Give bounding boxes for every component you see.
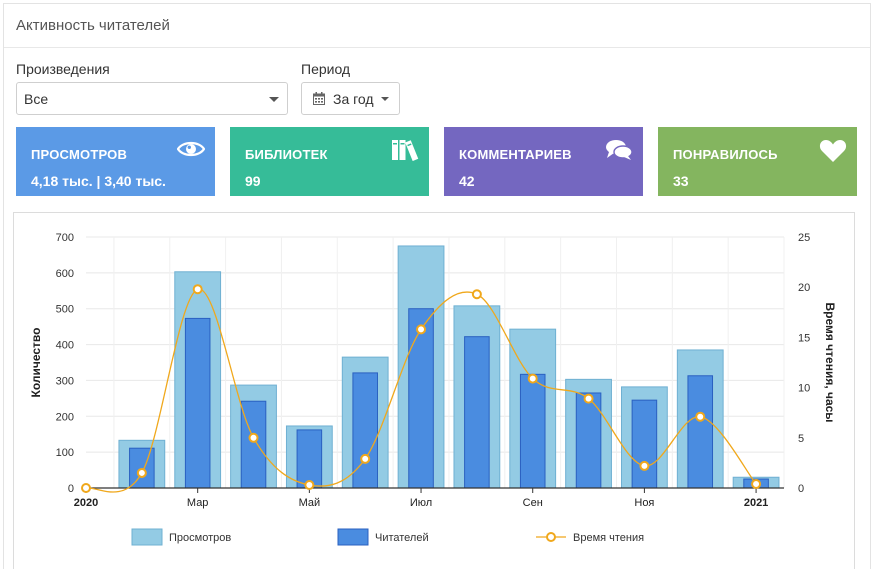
stat-card-comments: КОММЕНТАРИЕВ 42 — [444, 127, 643, 196]
legend-label-views: Просмотров — [169, 532, 231, 544]
stat-card-likes-title: ПОНРАВИЛОСЬ — [673, 147, 778, 162]
stat-card-libraries-title: БИБЛИОТЕК — [245, 147, 328, 162]
y-axis-title-left: Количество — [29, 328, 43, 398]
chevron-down-icon — [269, 97, 279, 102]
y-tick-label-left: 500 — [56, 304, 74, 316]
chevron-down-icon — [381, 97, 389, 101]
y-tick-label-right: 10 — [798, 383, 810, 395]
works-label: Произведения — [16, 61, 110, 77]
stat-card-comments-value: 42 — [459, 173, 475, 189]
stat-card-views-value: 4,18 тыс. | 3,40 тыс. — [31, 173, 166, 189]
bar-readers — [631, 399, 658, 489]
heart-icon — [819, 140, 847, 162]
stat-card-views-title: ПРОСМОТРОВ — [31, 147, 128, 162]
period-label: Период — [301, 61, 351, 77]
reading-time-point — [192, 284, 203, 295]
y-tick-label-right: 20 — [798, 282, 810, 294]
y-tick-label-left: 300 — [56, 375, 74, 387]
legend-label-time: Время чтения — [573, 532, 644, 544]
legend-swatch-views — [131, 528, 163, 546]
legend-swatch-time-marker — [546, 532, 556, 542]
panel-header: Активность читателей — [4, 4, 870, 48]
calendar-icon — [313, 92, 325, 105]
x-tick-label: Май — [299, 497, 321, 509]
eye-icon — [177, 141, 205, 157]
stat-card-libraries: БИБЛИОТЕК 99 — [230, 127, 429, 196]
works-select[interactable]: Все — [16, 82, 288, 115]
bar-readers — [519, 373, 546, 489]
comments-icon — [606, 140, 633, 160]
y-tick-label-right: 5 — [798, 433, 804, 445]
x-tick-label: 2020 — [74, 497, 98, 509]
bar-readers — [240, 400, 267, 489]
stat-card-libraries-value: 99 — [245, 173, 261, 189]
stat-card-likes-value: 33 — [673, 173, 689, 189]
reading-time-point — [304, 479, 315, 490]
activity-chart: 0 100 200 300 400 500 600 700 0 5 10 15 20 25 Количест… — [13, 212, 855, 569]
period-select[interactable]: За год — [301, 82, 400, 115]
y-tick-label-left: 600 — [56, 268, 74, 280]
legend-label-readers: Читателей — [375, 532, 429, 544]
stat-card-comments-title: КОММЕНТАРИЕВ — [459, 147, 572, 162]
y-tick-label-right: 15 — [798, 332, 810, 344]
stat-card-views: ПРОСМОТРОВ 4,18 тыс. | 3,40 тыс. — [16, 127, 215, 196]
y-tick-label-left: 200 — [56, 411, 74, 423]
y-tick-label-left: 700 — [56, 232, 74, 244]
x-tick-label: Мар — [187, 497, 209, 509]
bar-readers — [408, 308, 434, 489]
bar-readers — [184, 317, 211, 489]
reading-time-point — [583, 393, 594, 404]
works-select-value: Все — [24, 91, 49, 107]
reading-time-point — [136, 467, 147, 478]
reading-time-point — [751, 478, 762, 489]
reading-time-point — [527, 373, 538, 384]
bar-readers — [352, 372, 378, 489]
bar-readers — [464, 336, 490, 489]
chart-canvas: 0 100 200 300 400 500 600 700 0 5 10 15 20 25 Количест… — [29, 232, 837, 546]
reading-time-point — [695, 411, 706, 422]
legend-swatch-readers — [337, 528, 369, 546]
x-tick-label: 2021 — [744, 497, 768, 509]
y-tick-label-left: 100 — [56, 447, 74, 459]
y-tick-label-left: 0 — [68, 483, 74, 495]
reading-time-point — [248, 432, 259, 443]
page-title: Активность читателей — [16, 17, 170, 34]
bar-readers — [687, 375, 714, 489]
x-tick-label: Июл — [410, 497, 432, 509]
reading-time-point — [360, 453, 371, 464]
reading-time-point — [639, 460, 650, 471]
period-select-value: За год — [333, 91, 374, 107]
books-icon — [392, 140, 419, 161]
reading-time-point — [471, 289, 482, 300]
x-tick-label: Сен — [523, 497, 543, 509]
y-tick-label-right: 0 — [798, 483, 804, 495]
y-axis-title-right: Время чтения, часы — [823, 302, 837, 422]
reading-time-point — [81, 483, 91, 493]
y-tick-label-left: 400 — [56, 340, 74, 352]
y-tick-label-right: 25 — [798, 232, 810, 244]
stat-card-likes: ПОНРАВИЛОСЬ 33 — [658, 127, 857, 196]
reading-time-point — [416, 324, 427, 335]
bar-readers — [296, 429, 323, 489]
x-tick-label: Ноя — [634, 497, 654, 509]
